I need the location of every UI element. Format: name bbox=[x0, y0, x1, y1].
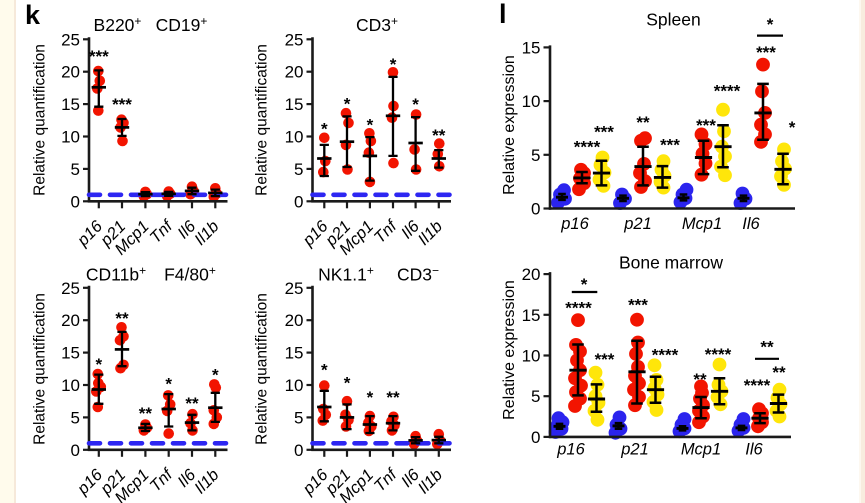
svg-text:***: *** bbox=[696, 116, 716, 135]
svg-text:Relative quantification: Relative quantification bbox=[32, 293, 49, 445]
svg-text:**: ** bbox=[636, 113, 650, 132]
svg-text:25: 25 bbox=[285, 279, 304, 298]
svg-text:0: 0 bbox=[294, 441, 303, 460]
svg-text:Mcp1: Mcp1 bbox=[681, 441, 721, 459]
svg-text:**: ** bbox=[772, 363, 786, 382]
svg-text:***: *** bbox=[89, 47, 109, 66]
svg-text:**: ** bbox=[693, 370, 707, 389]
svg-text:20: 20 bbox=[285, 311, 304, 330]
svg-text:0: 0 bbox=[294, 192, 303, 211]
svg-text:***: *** bbox=[628, 295, 648, 314]
svg-text:*: * bbox=[344, 94, 351, 113]
svg-text:*: * bbox=[165, 375, 172, 394]
svg-text:5: 5 bbox=[531, 146, 540, 165]
svg-text:25: 25 bbox=[285, 30, 304, 49]
svg-text:p21: p21 bbox=[620, 441, 649, 459]
svg-text:***: *** bbox=[594, 123, 614, 142]
svg-text:*: * bbox=[367, 116, 374, 135]
svg-text:*: * bbox=[95, 355, 102, 374]
svg-text:*: * bbox=[212, 366, 219, 385]
svg-text:0: 0 bbox=[531, 200, 540, 219]
svg-text:***: *** bbox=[756, 43, 776, 62]
svg-text:0: 0 bbox=[531, 428, 540, 447]
svg-text:15: 15 bbox=[285, 95, 304, 114]
svg-text:****: **** bbox=[565, 299, 592, 318]
svg-text:5: 5 bbox=[531, 387, 540, 406]
svg-text:Bone marrow: Bone marrow bbox=[619, 253, 723, 273]
svg-text:**: ** bbox=[115, 309, 129, 328]
svg-text:**: ** bbox=[139, 404, 153, 423]
svg-text:***: *** bbox=[112, 95, 132, 114]
svg-text:NK1.1+: NK1.1+ bbox=[318, 264, 374, 285]
svg-text:p16: p16 bbox=[560, 215, 589, 233]
svg-text:*: * bbox=[344, 373, 351, 392]
svg-text:Relative quantification: Relative quantification bbox=[254, 44, 271, 196]
svg-text:B220+: B220+ bbox=[94, 14, 142, 35]
svg-text:****: **** bbox=[744, 376, 771, 395]
svg-text:*: * bbox=[321, 360, 328, 379]
svg-text:20: 20 bbox=[61, 311, 80, 330]
svg-text:20: 20 bbox=[522, 265, 541, 284]
svg-text:***: *** bbox=[660, 135, 680, 154]
svg-text:****: **** bbox=[574, 138, 601, 157]
svg-text:20: 20 bbox=[285, 63, 304, 82]
svg-text:**: ** bbox=[760, 338, 774, 357]
svg-text:F4/80+: F4/80+ bbox=[164, 264, 216, 285]
svg-text:*: * bbox=[367, 388, 374, 407]
svg-text:CD19+: CD19+ bbox=[156, 14, 208, 35]
svg-text:*: * bbox=[789, 118, 796, 137]
svg-text:5: 5 bbox=[294, 408, 303, 427]
svg-text:10: 10 bbox=[61, 376, 80, 395]
svg-text:15: 15 bbox=[61, 95, 80, 114]
svg-text:Mcp1: Mcp1 bbox=[682, 215, 722, 233]
svg-text:****: **** bbox=[652, 346, 679, 365]
svg-text:*: * bbox=[390, 55, 397, 74]
svg-text:15: 15 bbox=[285, 344, 304, 363]
svg-text:Relative expression: Relative expression bbox=[501, 280, 518, 420]
svg-text:*: * bbox=[321, 120, 328, 139]
svg-text:10: 10 bbox=[285, 376, 304, 395]
svg-text:Relative quantification: Relative quantification bbox=[254, 293, 271, 445]
svg-text:10: 10 bbox=[285, 128, 304, 147]
svg-text:Il6: Il6 bbox=[745, 441, 763, 459]
svg-text:*: * bbox=[581, 275, 588, 294]
svg-text:10: 10 bbox=[522, 347, 541, 366]
svg-text:10: 10 bbox=[522, 92, 541, 111]
svg-text:Il6: Il6 bbox=[742, 215, 760, 233]
svg-text:Relative expression: Relative expression bbox=[501, 55, 518, 195]
svg-text:p16: p16 bbox=[556, 441, 585, 459]
svg-text:CD11b+: CD11b+ bbox=[86, 264, 146, 285]
svg-text:10: 10 bbox=[61, 128, 80, 147]
svg-text:20: 20 bbox=[61, 63, 80, 82]
svg-text:Spleen: Spleen bbox=[646, 10, 701, 30]
svg-text:5: 5 bbox=[294, 160, 303, 179]
svg-text:5: 5 bbox=[71, 408, 80, 427]
svg-text:0: 0 bbox=[71, 441, 80, 460]
svg-text:k: k bbox=[25, 0, 41, 30]
svg-text:15: 15 bbox=[522, 38, 541, 57]
svg-text:p21: p21 bbox=[623, 215, 652, 233]
svg-text:***: *** bbox=[595, 350, 615, 369]
svg-text:****: **** bbox=[705, 345, 732, 364]
svg-text:25: 25 bbox=[61, 30, 80, 49]
svg-text:15: 15 bbox=[61, 344, 80, 363]
svg-text:0: 0 bbox=[71, 192, 80, 211]
svg-text:15: 15 bbox=[522, 306, 541, 325]
svg-text:CD3−: CD3− bbox=[397, 264, 439, 285]
svg-text:**: ** bbox=[185, 394, 199, 413]
svg-text:****: **** bbox=[714, 82, 741, 101]
svg-text:25: 25 bbox=[61, 279, 80, 298]
svg-text:CD3+: CD3+ bbox=[356, 14, 398, 35]
svg-text:5: 5 bbox=[71, 160, 80, 179]
svg-text:*: * bbox=[412, 95, 419, 114]
svg-text:Relative quantification: Relative quantification bbox=[32, 44, 49, 196]
svg-text:**: ** bbox=[386, 388, 400, 407]
svg-text:*: * bbox=[767, 15, 774, 34]
svg-text:**: ** bbox=[432, 126, 446, 145]
svg-text:l: l bbox=[499, 0, 507, 29]
